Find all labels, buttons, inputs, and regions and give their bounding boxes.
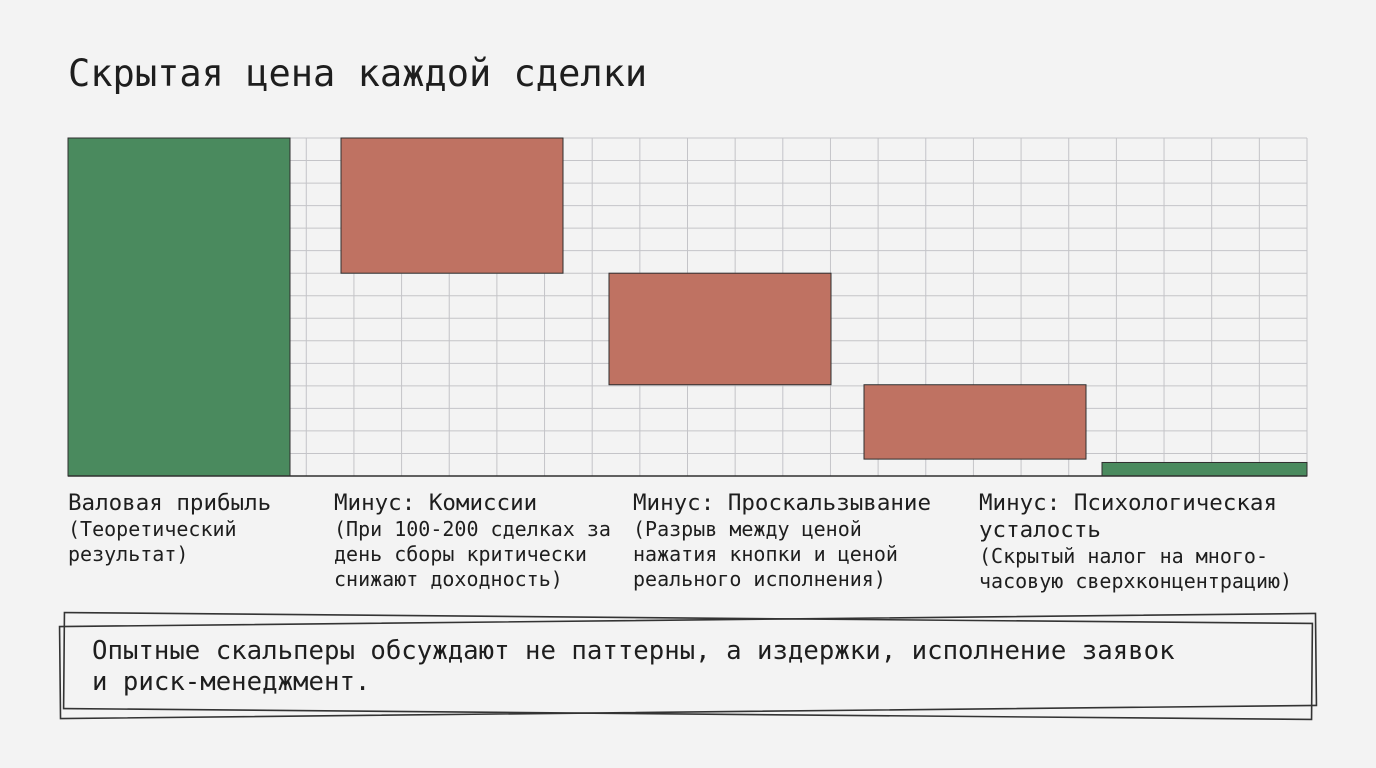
bar [1101, 461, 1308, 477]
category-description: (При 100-200 сделках за день сборы крити… [334, 517, 611, 591]
category-label: Минус: Комиссии (При 100-200 сделках за д… [334, 490, 624, 592]
bar [67, 137, 291, 477]
category-label: Минус: Психологическая усталость (Скрытый… [979, 490, 1309, 594]
category-description: (Теоретический результат) [68, 517, 237, 566]
category-name: Минус: Психологическая усталость [979, 490, 1278, 543]
category-label: Валовая прибыль (Теоретический результат) [68, 490, 318, 567]
category-description: (Разрыв между ценой нажатия кнопки и цен… [633, 517, 898, 591]
bar [863, 384, 1087, 460]
category-name: Валовая прибыль [68, 490, 272, 516]
note: Опытные скальперы обсуждают не паттерны,… [92, 636, 1175, 697]
note-frame [58, 612, 1318, 720]
category-name: Минус: Комиссии [334, 490, 538, 516]
category-label: Минус: Проскальзывание (Разрыв между цено… [633, 490, 953, 592]
bars [67, 137, 1308, 477]
category-description: (Скрытый налог на много-часовую сверхкон… [979, 544, 1293, 593]
bar [340, 137, 564, 274]
title: Скрытая цена каждой сделки [68, 52, 648, 95]
note-frame [62, 611, 1314, 721]
category-name: Минус: Проскальзывание [633, 490, 932, 516]
bar [608, 272, 832, 386]
